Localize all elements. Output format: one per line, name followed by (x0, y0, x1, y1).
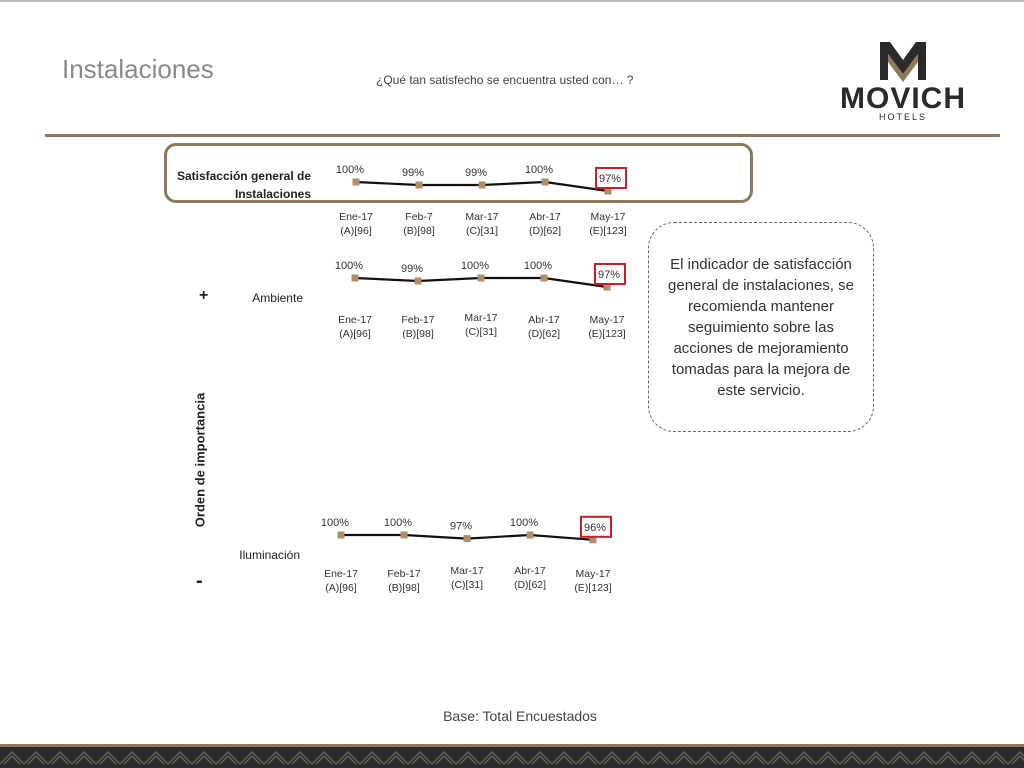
category-label-0-3: Abr-17 (529, 211, 561, 223)
data-point-1-4 (603, 283, 611, 291)
category-label-1-0: (A)[96] (339, 328, 371, 340)
data-point-2-4 (589, 536, 597, 544)
value-label-0-2: 99% (465, 167, 487, 179)
base-note: Base: Total Encuestados (443, 708, 597, 724)
data-point-1-2 (477, 274, 485, 282)
value-label-2-3: 100% (510, 517, 538, 529)
footer-zigzag (0, 751, 1024, 765)
value-label-0-4: 97% (599, 173, 621, 185)
category-label-2-0: Ene-17 (324, 568, 358, 580)
movich-logo-mark (880, 42, 926, 82)
category-label-1-4: (E)[123] (588, 328, 625, 340)
category-label-2-2: (C)[31] (451, 579, 483, 591)
logo-name: MOVICH (840, 82, 966, 115)
value-label-1-1: 99% (401, 263, 423, 275)
header-divider (45, 134, 1000, 137)
highlight-box-0 (595, 167, 627, 189)
value-label-2-0: 100% (321, 517, 349, 529)
data-point-1-1 (414, 277, 422, 285)
category-label-0-0: Ene-17 (339, 211, 373, 223)
category-label-1-4: May-17 (589, 314, 624, 326)
plus-sign: + (199, 287, 209, 304)
data-point-0-1 (415, 181, 423, 189)
category-label-0-4: (E)[123] (589, 225, 626, 237)
data-point-2-3 (526, 531, 534, 539)
footer-pattern (0, 744, 1024, 768)
row-label-satisfaccion: Satisfacción general de Instalaciones (176, 169, 311, 201)
category-label-1-1: (B)[98] (402, 328, 434, 340)
value-label-0-1: 99% (402, 167, 424, 179)
value-label-1-0: 100% (335, 260, 363, 272)
category-label-2-4: (E)[123] (574, 582, 611, 594)
category-label-2-0: (A)[96] (325, 582, 357, 594)
category-label-2-4: May-17 (575, 568, 610, 580)
page-title: Instalaciones (62, 54, 214, 84)
category-label-2-1: (B)[98] (388, 582, 420, 594)
value-label-1-3: 100% (524, 260, 552, 272)
data-point-2-0 (337, 531, 345, 539)
value-label-0-3: 100% (525, 164, 553, 176)
recommendation-note: El indicador de satisfacción general de … (648, 222, 874, 432)
category-label-0-2: Mar-17 (465, 211, 498, 223)
category-label-1-2: (C)[31] (465, 326, 497, 338)
value-label-0-0: 100% (336, 164, 364, 176)
row-label-ambiente: Ambiente (252, 291, 303, 305)
satisfaction-highlight-box (164, 143, 753, 203)
category-label-2-3: Abr-17 (514, 565, 546, 577)
row-label-iluminacion: Iluminación (239, 548, 300, 562)
top-border (0, 0, 1024, 2)
movich-logo: MOVICH HOTELS (840, 42, 966, 122)
survey-question: ¿Qué tan satisfecho se encuentra usted c… (376, 73, 634, 87)
value-label-2-4: 96% (584, 522, 606, 534)
data-point-0-4 (604, 187, 612, 195)
logo-sub: HOTELS (879, 112, 927, 122)
data-point-2-2 (463, 535, 471, 543)
highlight-box-1 (594, 263, 626, 285)
data-point-0-3 (541, 178, 549, 186)
category-label-0-1: (B)[98] (403, 225, 435, 237)
category-label-0-3: (D)[62] (529, 225, 561, 237)
data-point-0-0 (352, 178, 360, 186)
category-label-0-1: Feb-7 (405, 211, 433, 223)
category-label-2-1: Feb-17 (387, 568, 420, 580)
data-point-0-2 (478, 181, 486, 189)
category-label-0-4: May-17 (590, 211, 625, 223)
minus-sign: - (196, 570, 203, 592)
highlight-box-2 (580, 515, 612, 538)
value-label-1-2: 100% (461, 260, 489, 272)
category-label-1-3: Abr-17 (528, 314, 560, 326)
data-point-1-0 (351, 274, 359, 282)
data-point-1-3 (540, 274, 548, 282)
category-label-0-2: (C)[31] (466, 225, 498, 237)
value-label-1-4: 97% (598, 269, 620, 281)
value-label-2-2: 97% (450, 521, 472, 533)
category-label-1-3: (D)[62] (528, 328, 560, 340)
data-point-2-1 (400, 531, 408, 539)
category-label-0-0: (A)[96] (340, 225, 372, 237)
category-label-2-3: (D)[62] (514, 579, 546, 591)
category-label-2-2: Mar-17 (450, 565, 483, 577)
category-label-1-0: Ene-17 (338, 314, 372, 326)
category-label-1-2: Mar-17 (464, 312, 497, 324)
value-label-2-1: 100% (384, 517, 412, 529)
category-label-1-1: Feb-17 (401, 314, 434, 326)
